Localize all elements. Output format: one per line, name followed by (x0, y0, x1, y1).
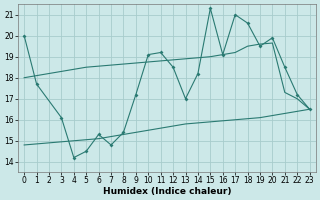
X-axis label: Humidex (Indice chaleur): Humidex (Indice chaleur) (103, 187, 231, 196)
